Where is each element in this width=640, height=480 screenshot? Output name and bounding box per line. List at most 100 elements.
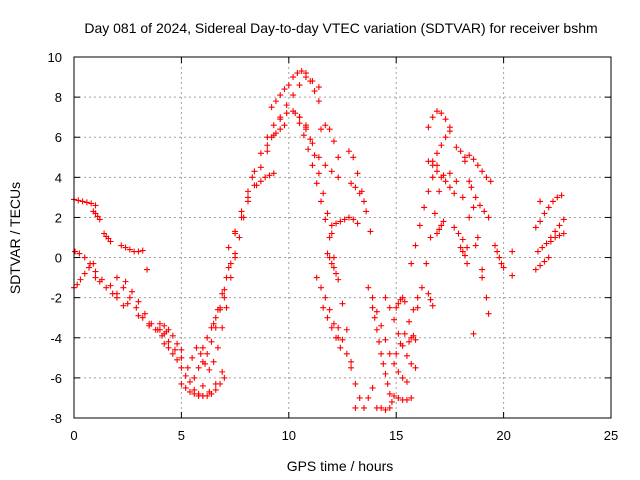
data-point [541, 258, 548, 265]
data-point [135, 312, 142, 319]
y-tick-label: 8 [55, 90, 62, 105]
series-t61 [509, 272, 516, 279]
data-point [277, 116, 284, 123]
data-point [483, 174, 490, 181]
data-point [92, 274, 99, 281]
series-t23 [290, 68, 322, 105]
data-point [412, 242, 419, 249]
data-point [141, 310, 148, 317]
data-point [184, 364, 191, 371]
data-point [386, 304, 393, 311]
data-point [300, 132, 307, 139]
data-point [457, 148, 464, 155]
data-point [466, 152, 473, 159]
data-point [75, 197, 82, 204]
data-point [464, 260, 471, 267]
series-t37 [373, 404, 393, 413]
series-t39 [382, 294, 419, 371]
x-tick-label: 25 [604, 428, 618, 443]
series-t48 [434, 218, 447, 237]
series-t26 [302, 124, 335, 237]
data-point [223, 304, 230, 311]
series-t09 [122, 278, 168, 337]
data-point [391, 392, 398, 399]
data-point [122, 244, 129, 251]
series-t17 [210, 250, 239, 327]
data-point [333, 334, 340, 341]
series-t66 [547, 230, 567, 245]
data-point [459, 248, 466, 255]
data-point [305, 146, 312, 153]
data-point [371, 314, 378, 321]
data-point [212, 380, 219, 387]
y-tick-label: -2 [50, 291, 62, 306]
data-point [307, 78, 314, 85]
data-point [161, 330, 168, 337]
data-point [302, 70, 309, 77]
data-point [281, 122, 288, 129]
data-point [434, 168, 441, 175]
data-point [324, 314, 331, 321]
data-point [128, 288, 135, 295]
data-point [421, 204, 428, 211]
data-point [322, 122, 329, 129]
data-point [219, 324, 226, 331]
series-t15 [195, 264, 232, 371]
data-point [290, 74, 297, 81]
data-point [328, 222, 335, 229]
data-point [395, 300, 402, 307]
data-point [474, 162, 481, 169]
data-point [165, 344, 172, 351]
data-point [206, 388, 213, 395]
data-point [144, 266, 151, 273]
series-t47 [429, 134, 449, 165]
data-point [431, 210, 438, 217]
data-point [219, 368, 226, 375]
data-point [457, 244, 464, 251]
series-t64 [532, 254, 552, 273]
data-point [367, 228, 374, 235]
data-point [343, 326, 350, 333]
data-point [378, 322, 385, 329]
data-point [446, 128, 453, 135]
y-tick-label: -8 [50, 411, 62, 426]
data-point [560, 230, 567, 237]
data-point [376, 338, 383, 345]
data-point [399, 374, 406, 381]
series-t41 [406, 332, 419, 345]
data-point [373, 326, 380, 333]
y-tick-label: -4 [50, 331, 62, 346]
data-point [442, 134, 449, 141]
data-point [479, 266, 486, 273]
data-point [412, 364, 419, 371]
data-point [307, 136, 314, 143]
data-point [369, 384, 376, 391]
data-point [476, 202, 483, 209]
series-t51 [446, 170, 492, 317]
data-point [369, 294, 376, 301]
series-t32 [345, 148, 374, 235]
data-point [348, 358, 355, 365]
data-point [186, 388, 193, 395]
data-point [537, 198, 544, 205]
series-t36 [369, 304, 395, 405]
data-point [268, 134, 275, 141]
data-point [466, 214, 473, 221]
data-point [429, 174, 436, 181]
data-point [333, 220, 340, 227]
data-point [532, 266, 539, 273]
x-axis-label: GPS time / hours [287, 458, 394, 474]
x-tick-label: 5 [178, 428, 185, 443]
data-point [120, 302, 127, 309]
data-point [386, 350, 393, 357]
data-point [206, 366, 213, 373]
data-point [315, 154, 322, 161]
x-tick-label: 10 [282, 428, 296, 443]
y-tick-label: 10 [48, 50, 62, 65]
data-point [496, 254, 503, 261]
data-point [425, 188, 432, 195]
x-tick-label: 0 [70, 428, 77, 443]
data-point [238, 214, 245, 221]
data-point [148, 320, 155, 327]
series-t05 [101, 230, 114, 245]
